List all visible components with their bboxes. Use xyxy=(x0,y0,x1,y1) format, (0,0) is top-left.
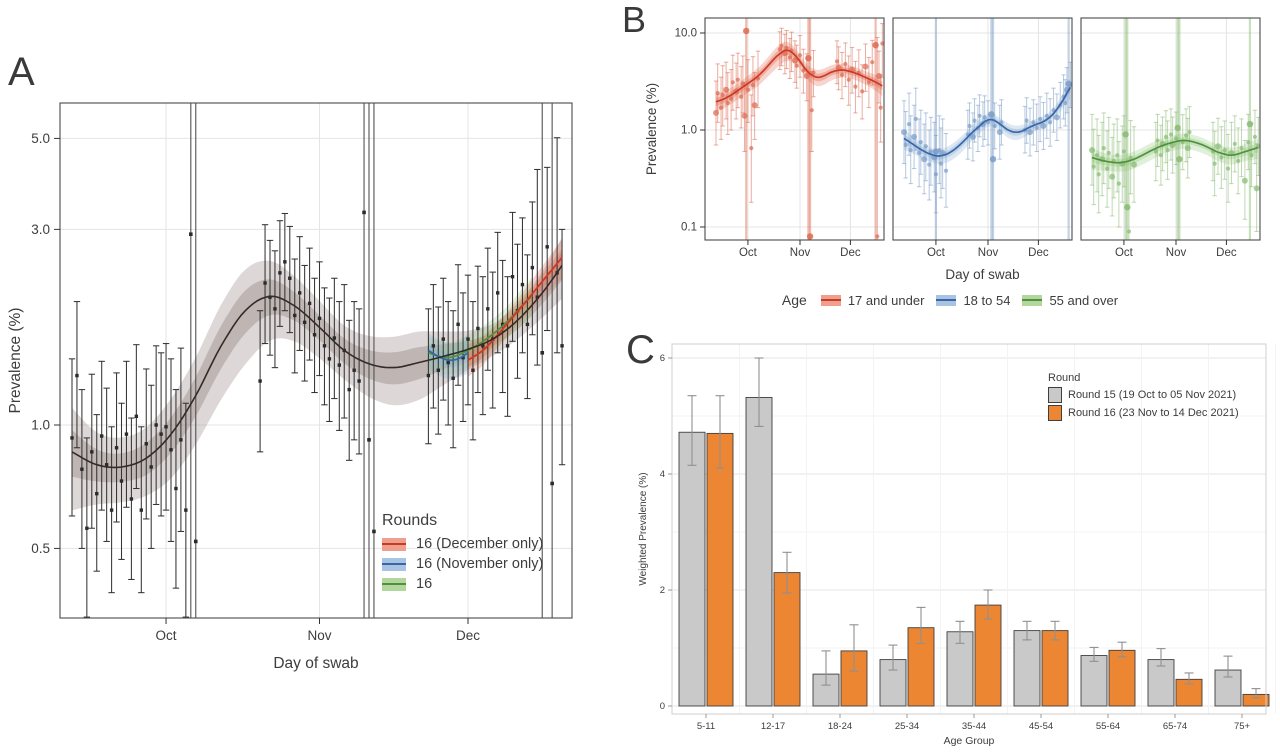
svg-text:Nov: Nov xyxy=(307,628,331,643)
panel-c-legend: Round Round 15 (19 Oct to 05 Nov 2021) R… xyxy=(1048,372,1239,423)
legend-item-label: 16 (December only) xyxy=(416,536,544,552)
round-15-swatch xyxy=(1048,387,1062,403)
legend-item-label: 17 and under xyxy=(847,292,925,308)
age-18to54-swatch xyxy=(936,294,957,306)
svg-text:65-74: 65-74 xyxy=(1163,721,1187,732)
svg-text:Weighted Prevalence (%): Weighted Prevalence (%) xyxy=(638,472,649,585)
svg-text:35-44: 35-44 xyxy=(962,721,986,732)
svg-text:Day of swab: Day of swab xyxy=(945,267,1019,282)
svg-text:3.0: 3.0 xyxy=(31,222,50,237)
svg-text:1.0: 1.0 xyxy=(31,418,50,433)
age-55over-swatch xyxy=(1022,294,1043,306)
svg-text:Prevalence (%): Prevalence (%) xyxy=(7,308,24,414)
age-legend-title: Age xyxy=(781,292,807,308)
svg-text:Prevalence (%): Prevalence (%) xyxy=(644,83,659,175)
svg-text:Oct: Oct xyxy=(1115,247,1134,259)
svg-text:1.0: 1.0 xyxy=(681,125,697,137)
svg-text:6: 6 xyxy=(660,353,665,364)
svg-text:0: 0 xyxy=(660,701,665,712)
legend-item: 16 xyxy=(382,576,543,592)
svg-text:75+: 75+ xyxy=(1234,721,1251,732)
svg-text:Dec: Dec xyxy=(1028,247,1049,259)
svg-text:12-17: 12-17 xyxy=(761,721,785,732)
panel-c-plot: 0 2 4 6 5-11 12-17 18-24 25-34 35-44 45-54 55-64 65… xyxy=(620,330,1280,754)
legend-item: 16 (November only) xyxy=(382,556,543,572)
legend-item-label: Round 15 (19 Oct to 05 Nov 2021) xyxy=(1068,389,1237,401)
svg-text:Day of swab: Day of swab xyxy=(273,655,358,672)
svg-text:5.0: 5.0 xyxy=(31,131,50,146)
svg-text:55-64: 55-64 xyxy=(1096,721,1120,732)
svg-text:Nov: Nov xyxy=(1166,247,1187,259)
legend-item: Round 16 (23 Nov to 14 Dec 2021) xyxy=(1048,405,1239,421)
legend-item: 55 and over xyxy=(1022,293,1118,308)
svg-text:Nov: Nov xyxy=(790,247,811,259)
round-16-nov-swatch xyxy=(382,557,406,571)
panel-a-label: A xyxy=(8,50,35,94)
panel-a-legend: Rounds 16 (December only) 16 (November o… xyxy=(382,512,543,596)
svg-text:Dec: Dec xyxy=(840,247,861,259)
panel-b-plot: Oct Nov Dec Oct Nov Dec Oct Nov Dec 10.0 1.0 0.1 Day… xyxy=(620,0,1280,290)
legend-item: 16 (December only) xyxy=(382,536,543,552)
legend-item-label: 18 to 54 xyxy=(963,292,1011,308)
panel-c-label: C xyxy=(626,328,655,372)
svg-text:4: 4 xyxy=(660,469,665,480)
round-16-dec-swatch xyxy=(382,537,406,551)
legend-item: Round 15 (19 Oct to 05 Nov 2021) xyxy=(1048,387,1239,403)
legend-item: 17 and under xyxy=(820,292,925,308)
rounds-legend-title: Rounds xyxy=(382,512,438,529)
svg-text:Oct: Oct xyxy=(927,247,946,259)
legend-item-label: 55 and over xyxy=(1049,292,1119,308)
svg-text:Oct: Oct xyxy=(156,628,177,643)
age-legend: Age 17 and under 18 to 54 55 and over xyxy=(620,292,1280,308)
svg-text:Oct: Oct xyxy=(739,247,758,259)
svg-text:5-11: 5-11 xyxy=(697,721,715,732)
svg-text:Dec: Dec xyxy=(1216,247,1237,259)
age-under17-swatch xyxy=(820,294,841,306)
svg-text:10.0: 10.0 xyxy=(675,28,697,40)
legend-item-label: Round 16 (23 Nov to 14 Dec 2021) xyxy=(1068,407,1239,419)
svg-text:45-54: 45-54 xyxy=(1029,721,1053,732)
svg-text:18-24: 18-24 xyxy=(828,721,852,732)
svg-text:0.1: 0.1 xyxy=(681,222,697,234)
round-legend-title: Round xyxy=(1048,372,1081,384)
svg-text:25-34: 25-34 xyxy=(895,721,919,732)
svg-text:0.5: 0.5 xyxy=(31,541,50,556)
panel-b-label: B xyxy=(622,0,647,40)
svg-text:2: 2 xyxy=(660,585,665,596)
legend-item-label: 16 (November only) xyxy=(416,556,544,572)
round-16-swatch xyxy=(1048,405,1062,421)
legend-item-label: 16 xyxy=(416,576,433,592)
svg-text:Age Group: Age Group xyxy=(944,735,995,747)
round-16-swatch xyxy=(382,577,406,591)
svg-text:Dec: Dec xyxy=(456,628,480,643)
svg-text:Nov: Nov xyxy=(978,247,999,259)
legend-item: 18 to 54 xyxy=(936,293,1010,308)
panel-a-plot: Oct Nov Dec 5.0 3.0 1.0 0.5 Day of swab Prevalen… xyxy=(0,55,640,754)
